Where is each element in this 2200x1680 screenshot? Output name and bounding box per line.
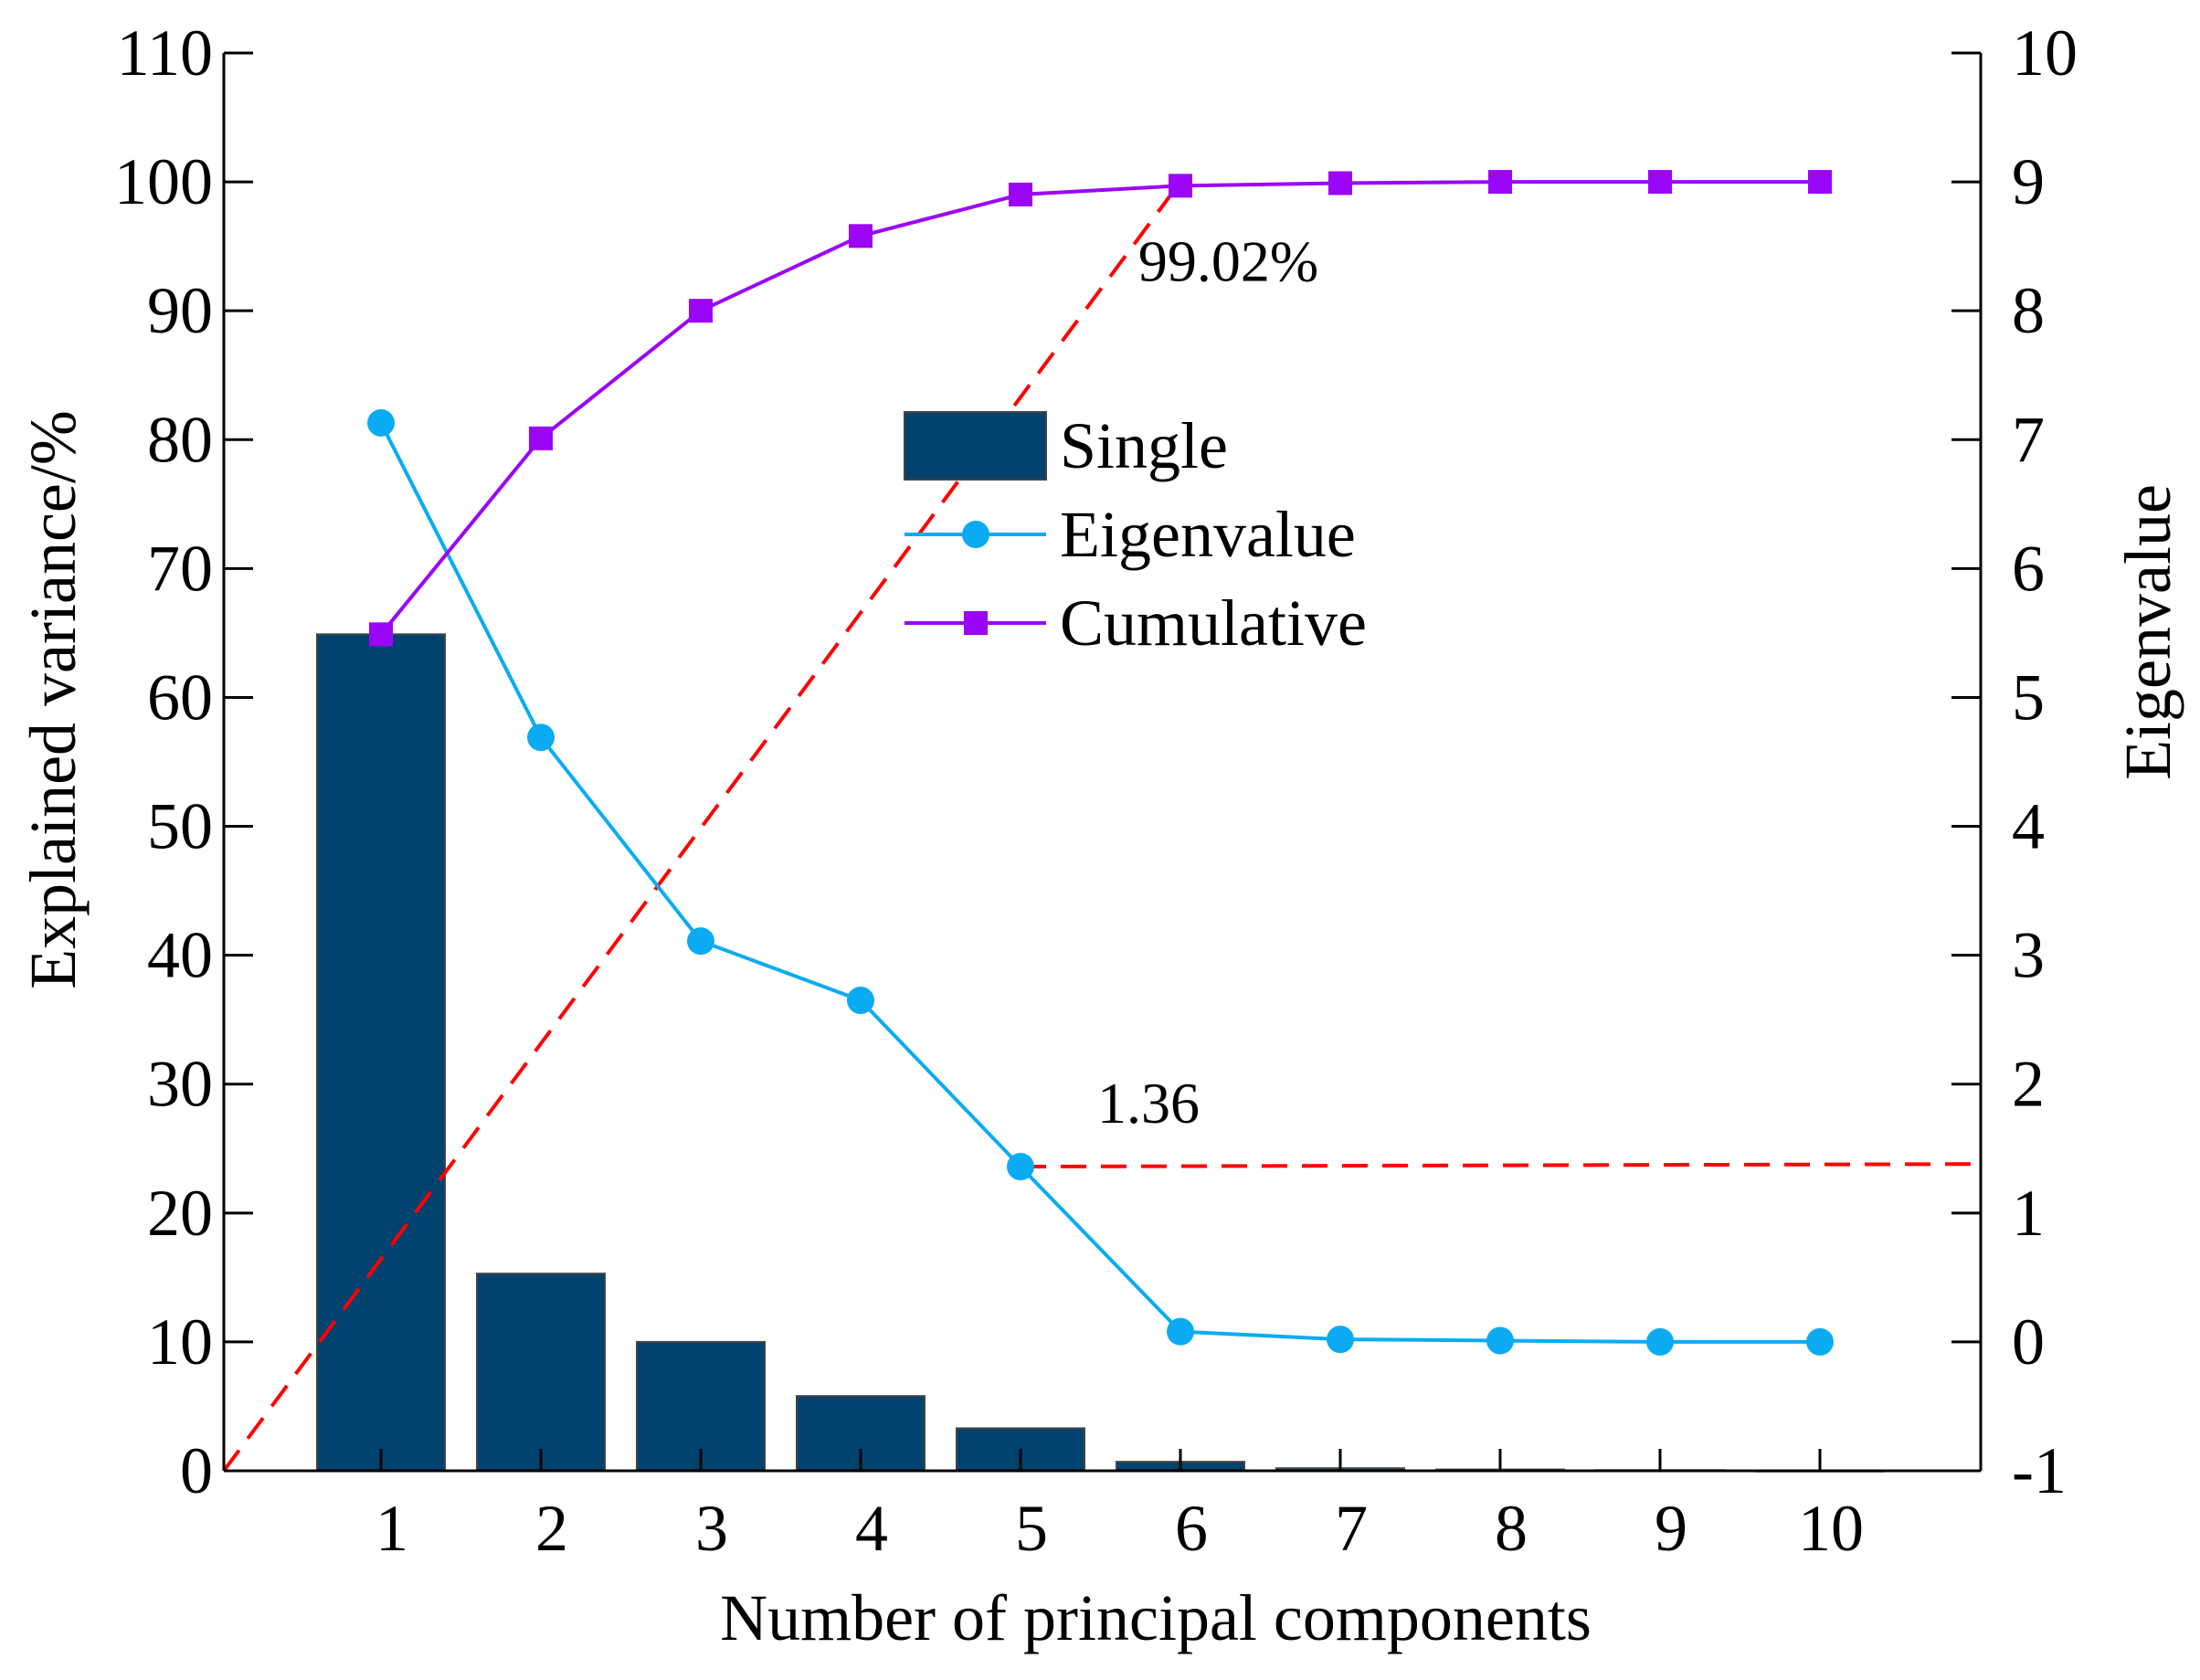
lines-layer <box>367 170 1834 1356</box>
x-tick-label: 4 <box>855 1492 888 1565</box>
bar-2 <box>476 1273 606 1472</box>
y-tick-label-left: 50 <box>147 790 213 863</box>
cumulative-point-6 <box>1169 174 1192 198</box>
eigenvalue-point-10 <box>1806 1327 1834 1356</box>
eigenvalue-point-4 <box>847 987 874 1015</box>
x-tick-label: 8 <box>1495 1492 1528 1565</box>
cumulative-point-8 <box>1488 170 1512 195</box>
cumulative-point-5 <box>1009 182 1032 206</box>
y-tick-label-right: 5 <box>2012 660 2045 734</box>
legend-label-eigenvalue: Eigenvalue <box>1060 498 1356 571</box>
x-axis-title: Number of principal components <box>720 1581 1592 1654</box>
y-tick-label-right: 4 <box>2012 790 2045 863</box>
cumulative-point-4 <box>849 224 873 248</box>
eigenvalue-point-2 <box>527 724 555 752</box>
cumulative-line <box>379 180 1820 636</box>
y-tick-label-left: 100 <box>114 145 213 218</box>
cumulative-point-3 <box>689 299 713 323</box>
annotation-label: 1.36 <box>1097 1071 1200 1136</box>
y-tick-label-left: 10 <box>147 1305 213 1379</box>
x-tick-label: 6 <box>1175 1492 1208 1565</box>
y-tick-label-right: -1 <box>2012 1434 2067 1507</box>
y-tick-label-left: 20 <box>147 1177 213 1250</box>
legend-label-cumulative: Cumulative <box>1060 586 1367 660</box>
y-axis-title-left: Explained variance/% <box>16 410 90 989</box>
y-tick-label-right: 1 <box>2012 1177 2045 1250</box>
x-tick-label: 3 <box>695 1492 728 1565</box>
y-tick-label-right: 3 <box>2012 919 2045 992</box>
bar-1 <box>316 633 446 1472</box>
eigenvalue-point-5 <box>1007 1153 1034 1181</box>
legend-swatch-single <box>904 411 1047 481</box>
axes-layer: 0102030405060708090100110-10123456789101… <box>114 16 2078 1565</box>
cumulative-point-10 <box>1808 170 1832 195</box>
cumulative-point-1 <box>369 622 393 647</box>
y-tick-label-left: 30 <box>147 1048 213 1121</box>
y-tick-label-right: 2 <box>2012 1048 2045 1121</box>
legend-marker-cumulative <box>964 611 988 635</box>
x-tick-label: 10 <box>1798 1492 1864 1565</box>
eigenvalue-point-7 <box>1327 1326 1354 1354</box>
y-tick-label-left: 60 <box>147 660 213 734</box>
reference-lines-layer <box>222 180 1982 1473</box>
y-tick-label-left: 0 <box>180 1434 213 1507</box>
annotation-label: 99.02% <box>1138 229 1318 294</box>
eigenvalue-point-1 <box>367 408 395 437</box>
reference-line-1 <box>222 180 1182 1473</box>
eigenvalue-point-6 <box>1167 1317 1194 1346</box>
y-tick-label-left: 110 <box>117 16 213 90</box>
y-tick-label-right: 6 <box>2012 532 2045 605</box>
legend-marker-eigenvalue <box>962 521 989 548</box>
cumulative-point-9 <box>1648 170 1672 195</box>
y-tick-label-left: 80 <box>147 403 213 476</box>
y-tick-label-right: 9 <box>2012 145 2045 218</box>
annotations-layer: 99.02% 1.36 <box>1097 229 1318 1136</box>
x-tick-label: 5 <box>1015 1492 1048 1565</box>
y-axis-title-right: Eigenvalue <box>2111 484 2184 780</box>
bar-3 <box>636 1340 766 1472</box>
cumulative-point-2 <box>529 426 553 450</box>
y-tick-label-left: 70 <box>147 532 213 605</box>
y-tick-label-right: 10 <box>2012 16 2078 90</box>
x-tick-label: 7 <box>1335 1492 1368 1565</box>
y-tick-label-right: 0 <box>2012 1305 2045 1379</box>
x-tick-label: 1 <box>375 1492 408 1565</box>
eigenvalue-point-9 <box>1646 1327 1674 1356</box>
reference-line-2 <box>1020 1162 1982 1169</box>
y-tick-label-right: 8 <box>2012 274 2045 347</box>
legend: Single Eigenvalue Cumulative <box>904 409 1367 660</box>
legend-label-single: Single <box>1060 409 1228 482</box>
x-tick-label: 2 <box>535 1492 568 1565</box>
cumulative-point-7 <box>1328 171 1352 195</box>
y-tick-label-left: 40 <box>147 919 213 992</box>
y-tick-label-left: 90 <box>147 274 213 347</box>
eigenvalue-point-3 <box>687 927 714 956</box>
y-tick-label-right: 7 <box>2012 403 2045 476</box>
eigenvalue-line <box>379 422 1820 1344</box>
eigenvalue-point-8 <box>1486 1326 1514 1355</box>
x-tick-label: 9 <box>1655 1492 1687 1565</box>
